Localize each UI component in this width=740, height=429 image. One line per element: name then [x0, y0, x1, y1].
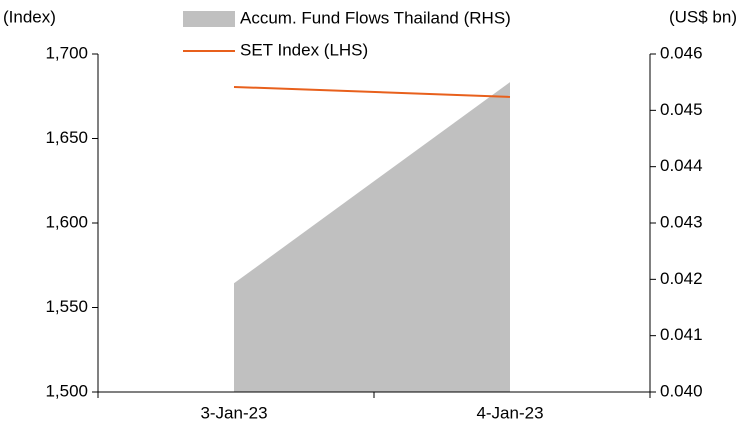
y-tick-label: 1,700 [45, 43, 88, 62]
y-tick-label: 1,650 [45, 128, 88, 147]
x-tick-label: 4-Jan-23 [476, 403, 543, 422]
y2-axis-label: (US$ bn) [669, 7, 737, 26]
y2-tick-label: 0.044 [660, 156, 703, 175]
y2-tick-label: 0.046 [660, 43, 703, 62]
y-tick-label: 1,600 [45, 212, 88, 231]
y2-tick-label: 0.042 [660, 269, 703, 288]
x-tick-label: 3-Jan-23 [200, 403, 267, 422]
y2-tick-label: 0.040 [660, 381, 703, 400]
area [234, 82, 510, 393]
y-tick-label: 1,550 [45, 297, 88, 316]
line [233, 85, 511, 98]
y-tick-label: 1,500 [45, 381, 88, 400]
legend-label: Accum. Fund Flows Thailand (RHS) [240, 8, 511, 27]
legend-swatch [183, 11, 235, 27]
legend-label: SET Index (LHS) [240, 40, 368, 59]
y-axis-label: (Index) [3, 7, 56, 26]
y2-tick-label: 0.041 [660, 325, 703, 344]
y2-tick-label: 0.043 [660, 212, 703, 231]
y2-tick-label: 0.045 [660, 100, 703, 119]
